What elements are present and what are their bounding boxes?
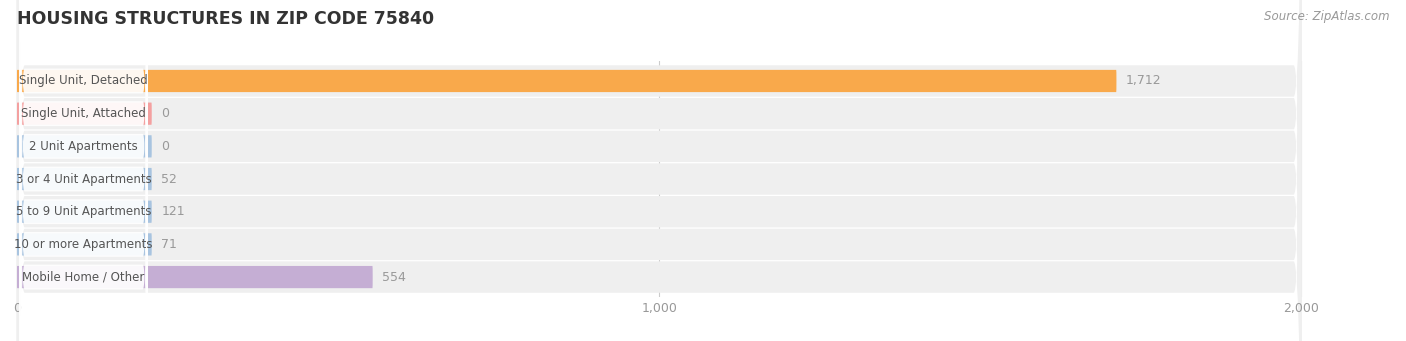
FancyBboxPatch shape (17, 201, 152, 223)
FancyBboxPatch shape (17, 0, 1302, 341)
FancyBboxPatch shape (17, 0, 1302, 341)
FancyBboxPatch shape (17, 0, 1302, 341)
FancyBboxPatch shape (17, 0, 1302, 341)
FancyBboxPatch shape (20, 0, 148, 341)
Text: 10 or more Apartments: 10 or more Apartments (14, 238, 153, 251)
Text: 5 to 9 Unit Apartments: 5 to 9 Unit Apartments (15, 205, 152, 218)
Text: Single Unit, Detached: Single Unit, Detached (20, 74, 148, 88)
Text: Single Unit, Attached: Single Unit, Attached (21, 107, 146, 120)
FancyBboxPatch shape (20, 0, 148, 341)
FancyBboxPatch shape (17, 266, 373, 288)
Text: Mobile Home / Other: Mobile Home / Other (22, 270, 145, 284)
FancyBboxPatch shape (17, 233, 152, 255)
FancyBboxPatch shape (17, 168, 152, 190)
Text: 0: 0 (162, 107, 169, 120)
FancyBboxPatch shape (17, 70, 1116, 92)
FancyBboxPatch shape (17, 0, 1302, 341)
FancyBboxPatch shape (17, 0, 1302, 341)
Text: 121: 121 (162, 205, 186, 218)
FancyBboxPatch shape (20, 28, 148, 341)
FancyBboxPatch shape (17, 103, 152, 125)
Text: HOUSING STRUCTURES IN ZIP CODE 75840: HOUSING STRUCTURES IN ZIP CODE 75840 (17, 10, 434, 28)
FancyBboxPatch shape (20, 0, 148, 330)
FancyBboxPatch shape (20, 0, 148, 341)
FancyBboxPatch shape (17, 0, 1302, 341)
Text: 52: 52 (162, 173, 177, 186)
Text: 71: 71 (162, 238, 177, 251)
Text: 2 Unit Apartments: 2 Unit Apartments (30, 140, 138, 153)
Text: 3 or 4 Unit Apartments: 3 or 4 Unit Apartments (15, 173, 152, 186)
Text: Source: ZipAtlas.com: Source: ZipAtlas.com (1264, 10, 1389, 23)
Text: 1,712: 1,712 (1126, 74, 1161, 88)
FancyBboxPatch shape (20, 0, 148, 341)
FancyBboxPatch shape (17, 135, 152, 158)
Text: 554: 554 (382, 270, 406, 284)
Text: 0: 0 (162, 140, 169, 153)
FancyBboxPatch shape (20, 0, 148, 341)
